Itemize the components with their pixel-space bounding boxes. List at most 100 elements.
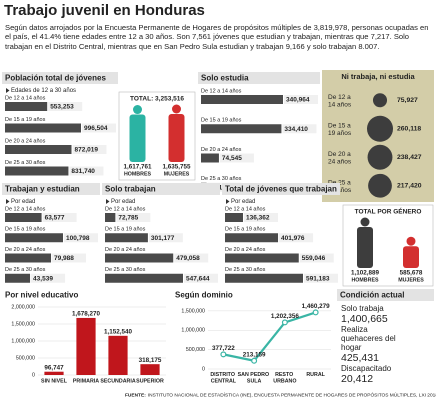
figure-body [129, 114, 146, 162]
category-label: De 25 a 30 años [5, 160, 46, 166]
panel-title: Trabajan y estudian [5, 185, 80, 194]
value-label: 401,976 [281, 235, 305, 242]
category-label: De 15 a 19 años [201, 118, 242, 124]
figure-head [172, 104, 181, 114]
y-tick-label: 1,500,000 [181, 308, 205, 314]
value-label: 996,504 [84, 125, 108, 132]
bar [5, 123, 81, 133]
bar [5, 233, 63, 243]
y-tick-label: 500,000 [186, 347, 205, 353]
x-tick-label: RESTO URBANO [273, 372, 296, 385]
value-label: 340,964 [286, 97, 310, 104]
panel-header [222, 183, 340, 195]
category-label: De 20 a 24 años [5, 247, 46, 253]
bubble [368, 173, 392, 198]
bar [201, 95, 283, 104]
value-label: 334,410 [284, 126, 308, 133]
bar [105, 213, 116, 222]
panel-header [2, 72, 118, 84]
category-label: De 20 a 24 años [5, 138, 46, 144]
figure-body [357, 227, 373, 268]
category-label: HOMBRES [351, 277, 379, 283]
stat-value: 20,412 [341, 373, 373, 385]
panel-title: Solo trabajan [105, 185, 156, 194]
value-label-bg [48, 102, 83, 111]
category-label: De 25 a 30 años [5, 267, 46, 273]
bar [108, 335, 128, 375]
category-label: De 25 a 30 años [225, 267, 266, 273]
value-label: 1,202,356 [271, 313, 300, 320]
value-label-bg [184, 273, 218, 283]
category-label: De 15 a 19 años [328, 122, 353, 137]
value-label-bg [279, 233, 314, 243]
category-label: MUJERES [164, 171, 190, 177]
panel-header [102, 183, 220, 195]
intro: Según datos arrojados por la Encuesta Pe… [5, 23, 429, 51]
panel-subtitle: Edades de 12 a 30 años [11, 88, 76, 94]
value-label: 553,253 [50, 104, 74, 111]
value-label: 547,644 [186, 275, 210, 282]
line [223, 311, 316, 362]
y-tick-label: 2,000,000 [11, 304, 35, 310]
value-label: 1,152,540 [104, 328, 133, 335]
panel-subtitle: Por edad [231, 199, 255, 205]
bar [5, 102, 48, 111]
category-label: De 20 a 24 años [201, 147, 242, 153]
y-tick-label: 1,000,000 [11, 338, 35, 344]
panel-title: TOTAL: 3,253,516 [130, 96, 184, 103]
category-label: De 12 a 14 años [328, 93, 353, 108]
panel-border [118, 91, 196, 181]
value-label-bg [304, 273, 338, 283]
panel-title: Según dominio [175, 291, 233, 300]
bubble [367, 144, 393, 170]
category-label: De 25 a 30 años [105, 267, 146, 273]
bar [5, 145, 72, 154]
point [220, 351, 227, 358]
stat-value: 1,400,665 [341, 313, 388, 325]
bar [140, 364, 160, 375]
value-label-bg [72, 145, 107, 154]
category-label: De 15 a 19 años [5, 117, 46, 123]
value-label-bg [116, 213, 151, 222]
value-label-bg [148, 233, 183, 243]
value-label: 217,420 [397, 183, 422, 190]
bar [44, 371, 64, 375]
y-tick-label: 500,000 [16, 355, 35, 361]
category-label: HOMBRES [124, 171, 152, 177]
value-label: 872,019 [75, 147, 99, 154]
panel-header [198, 72, 320, 84]
bar [5, 213, 42, 222]
x-tick-label: PRIMARIA [73, 378, 99, 384]
source: INSTITUTO NACIONAL DE ESTADÍSTICA (INE),… [148, 391, 436, 398]
y-tick-label: 1,500,000 [11, 321, 35, 327]
category-label: De 12 a 14 años [201, 88, 242, 94]
panel-title: TOTAL POR GÉNERO [355, 207, 422, 216]
panel-title: Ni trabaja, ni estudia [341, 72, 415, 81]
subtitle-marker [6, 88, 10, 93]
figure-body [403, 246, 419, 268]
value-label: 559,046 [302, 255, 326, 262]
bar [105, 253, 174, 263]
stat-label: Realiza quehaceres del hogar [341, 325, 398, 352]
figure-head [133, 105, 142, 115]
value-label: 79,988 [54, 255, 74, 262]
bar [105, 273, 183, 283]
bar [225, 213, 243, 222]
value-label-bg [174, 253, 209, 263]
value-label: 479,058 [176, 255, 200, 262]
value-label: 96,747 [44, 364, 64, 371]
value-label: 74,545 [222, 155, 242, 162]
category-label: De 12 a 14 años [5, 95, 46, 101]
bar [5, 273, 31, 283]
value-label: 318,175 [139, 357, 162, 364]
value-label: 260,118 [397, 126, 421, 133]
value-label: 301,177 [151, 235, 175, 242]
category-label: De 20 a 24 años [105, 247, 146, 253]
bar [201, 124, 282, 134]
value-label: 213,159 [243, 351, 266, 358]
category-label: De 12 a 14 años [105, 206, 146, 212]
value-label: 136,362 [246, 215, 270, 222]
